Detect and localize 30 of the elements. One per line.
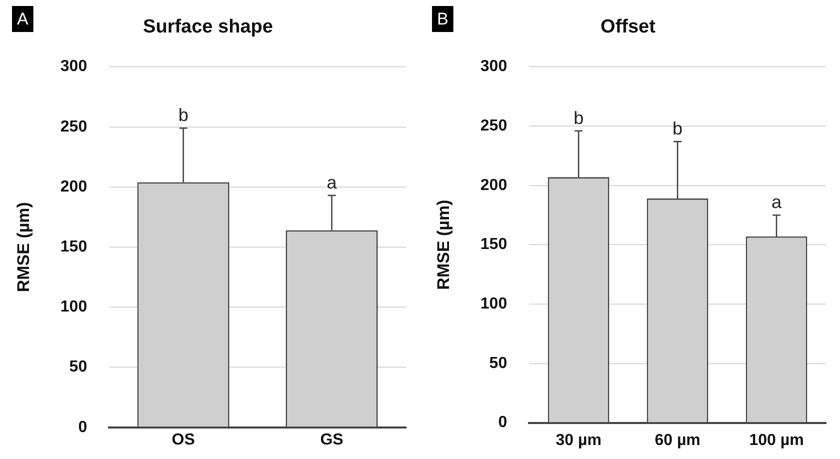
y-tick-label: 50 [69, 358, 88, 376]
chart-title: Offset [600, 16, 656, 38]
y-tick-label: 50 [489, 354, 508, 372]
text: B [437, 10, 448, 29]
y-tick-label: 200 [60, 178, 88, 196]
text: A [17, 10, 29, 29]
y-axis-title: RMSE (µm) [14, 202, 33, 292]
annotation: b [178, 105, 188, 126]
y-tick-label: 250 [480, 118, 508, 135]
y-tick-label: 150 [480, 236, 508, 254]
y-tick-label: 300 [60, 58, 88, 76]
x-tick-label: 30 µm [556, 432, 602, 449]
y-tick-label: 200 [480, 176, 508, 194]
y-tick-label: 100 [480, 296, 508, 313]
y-tick-label: 150 [60, 238, 88, 256]
annotation: b [672, 118, 683, 139]
x-tick-label: 60 µm [654, 432, 700, 449]
y-tick-label: 250 [60, 118, 88, 136]
y-tick-label: 0 [78, 418, 88, 436]
y-axis-title: RMSE (µm) [434, 200, 453, 290]
annotation: b [574, 108, 584, 128]
x-tick-label: OS [172, 431, 196, 448]
x-tick-label: GS [320, 431, 344, 448]
chart-title: Surface shape [143, 16, 273, 38]
y-tick-label: 100 [60, 298, 88, 316]
annotation: a [772, 192, 783, 212]
y-tick-label: 0 [498, 414, 508, 432]
x-tick-label: 100 µm [749, 432, 804, 449]
y-tick-label: 300 [480, 58, 508, 76]
annotation: a [326, 172, 338, 192]
